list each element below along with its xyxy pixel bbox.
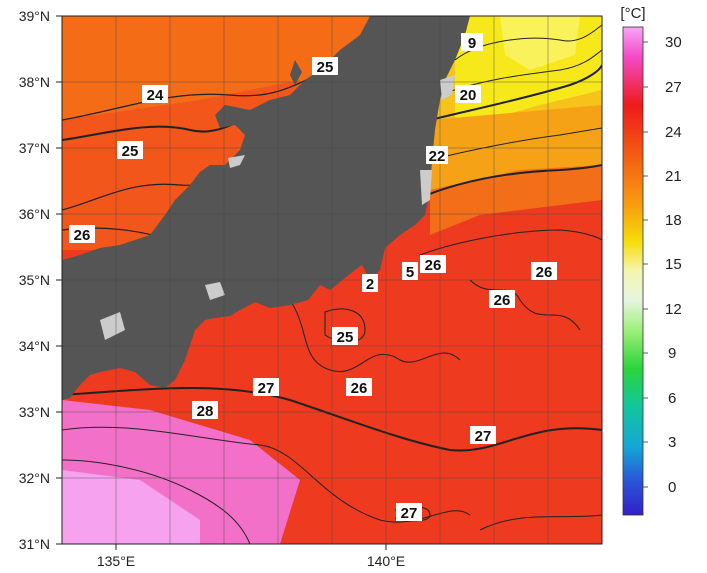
longitude-labels: 135°E 140°E	[97, 553, 405, 569]
contour-label: 9	[461, 33, 483, 52]
map-plot-area	[62, 16, 602, 544]
colorbar-tick: 18	[665, 212, 682, 229]
lon-label: 140°E	[367, 553, 405, 569]
colorbar-tick-marks	[643, 41, 648, 488]
contour-label: 24	[142, 85, 168, 104]
sst-zone-24-east	[430, 165, 602, 235]
contour-label: 26	[420, 255, 446, 274]
svg-text:27: 27	[258, 380, 275, 397]
contour-label: 26	[69, 225, 95, 244]
colorbar-tick: 15	[665, 256, 682, 273]
lat-label: 38°N	[19, 74, 50, 90]
latitude-labels: 39°N 38°N 37°N 36°N 35°N 34°N 33°N 32°N …	[19, 8, 50, 552]
contour-label: 25	[312, 57, 338, 76]
lat-label: 33°N	[19, 404, 50, 420]
contour-label: 28	[192, 401, 218, 420]
contour-label: 25	[332, 327, 358, 346]
axis-ticks	[56, 15, 387, 550]
svg-text:25: 25	[317, 59, 334, 76]
svg-text:25: 25	[337, 329, 354, 346]
lat-label: 34°N	[19, 338, 50, 354]
contour-label: 2	[362, 274, 378, 293]
lat-label: 35°N	[19, 272, 50, 288]
no-data-areas	[100, 75, 455, 340]
svg-text:22: 22	[429, 148, 446, 165]
sst-zone-30	[62, 470, 200, 544]
contour-label: 26	[346, 378, 372, 397]
svg-text:26: 26	[74, 227, 91, 244]
svg-text:26: 26	[536, 264, 553, 281]
colorbar-ticks: 30 27 24 21 18 15 12 9 6 3 0	[665, 34, 682, 496]
colorbar-tick: 24	[665, 124, 682, 141]
svg-text:28: 28	[197, 403, 214, 420]
lat-label: 39°N	[19, 8, 50, 24]
contour-labels: 9 25 24 20 25 22 26 26 26 26 2 5 27 25 2…	[69, 33, 557, 522]
svg-text:25: 25	[122, 143, 139, 160]
lon-label: 135°E	[97, 553, 135, 569]
lat-label: 31°N	[19, 536, 50, 552]
contour-label: 26	[489, 290, 515, 309]
svg-text:2: 2	[366, 276, 374, 293]
svg-text:20: 20	[460, 87, 477, 104]
contour-label: 26	[531, 262, 557, 281]
svg-text:26: 26	[494, 292, 511, 309]
colorbar-tick: 0	[668, 479, 676, 496]
svg-text:9: 9	[468, 35, 476, 52]
svg-text:27: 27	[401, 505, 418, 522]
colorbar-tick: 30	[665, 34, 682, 51]
svg-text:24: 24	[147, 87, 164, 104]
svg-text:26: 26	[425, 257, 442, 274]
colorbar-unit: [°C]	[620, 5, 645, 22]
lat-label: 37°N	[19, 140, 50, 156]
contour-label: 5	[402, 262, 418, 281]
contour-label: 27	[470, 426, 496, 445]
svg-text:26: 26	[351, 380, 368, 397]
contour-label: 22	[426, 146, 448, 165]
lat-label: 32°N	[19, 470, 50, 486]
colorbar-tick: 21	[665, 168, 682, 185]
contour-label: 25	[117, 141, 143, 160]
colorbar-gradient	[622, 26, 644, 516]
svg-text:5: 5	[406, 264, 414, 281]
contour-label: 20	[455, 85, 481, 104]
colorbar-tick: 12	[665, 301, 682, 318]
colorbar-tick: 6	[668, 390, 676, 407]
contour-label: 27	[396, 503, 422, 522]
colorbar: [°C] 30 27 24 21 18 15 12 9 6 3 0	[620, 5, 682, 516]
contour-label: 27	[253, 378, 279, 397]
svg-text:27: 27	[475, 428, 492, 445]
lat-label: 36°N	[19, 206, 50, 222]
sst-zone-19	[500, 16, 580, 70]
colorbar-tick: 9	[668, 345, 676, 362]
colorbar-tick: 27	[665, 79, 682, 96]
colorbar-tick: 3	[668, 434, 676, 451]
